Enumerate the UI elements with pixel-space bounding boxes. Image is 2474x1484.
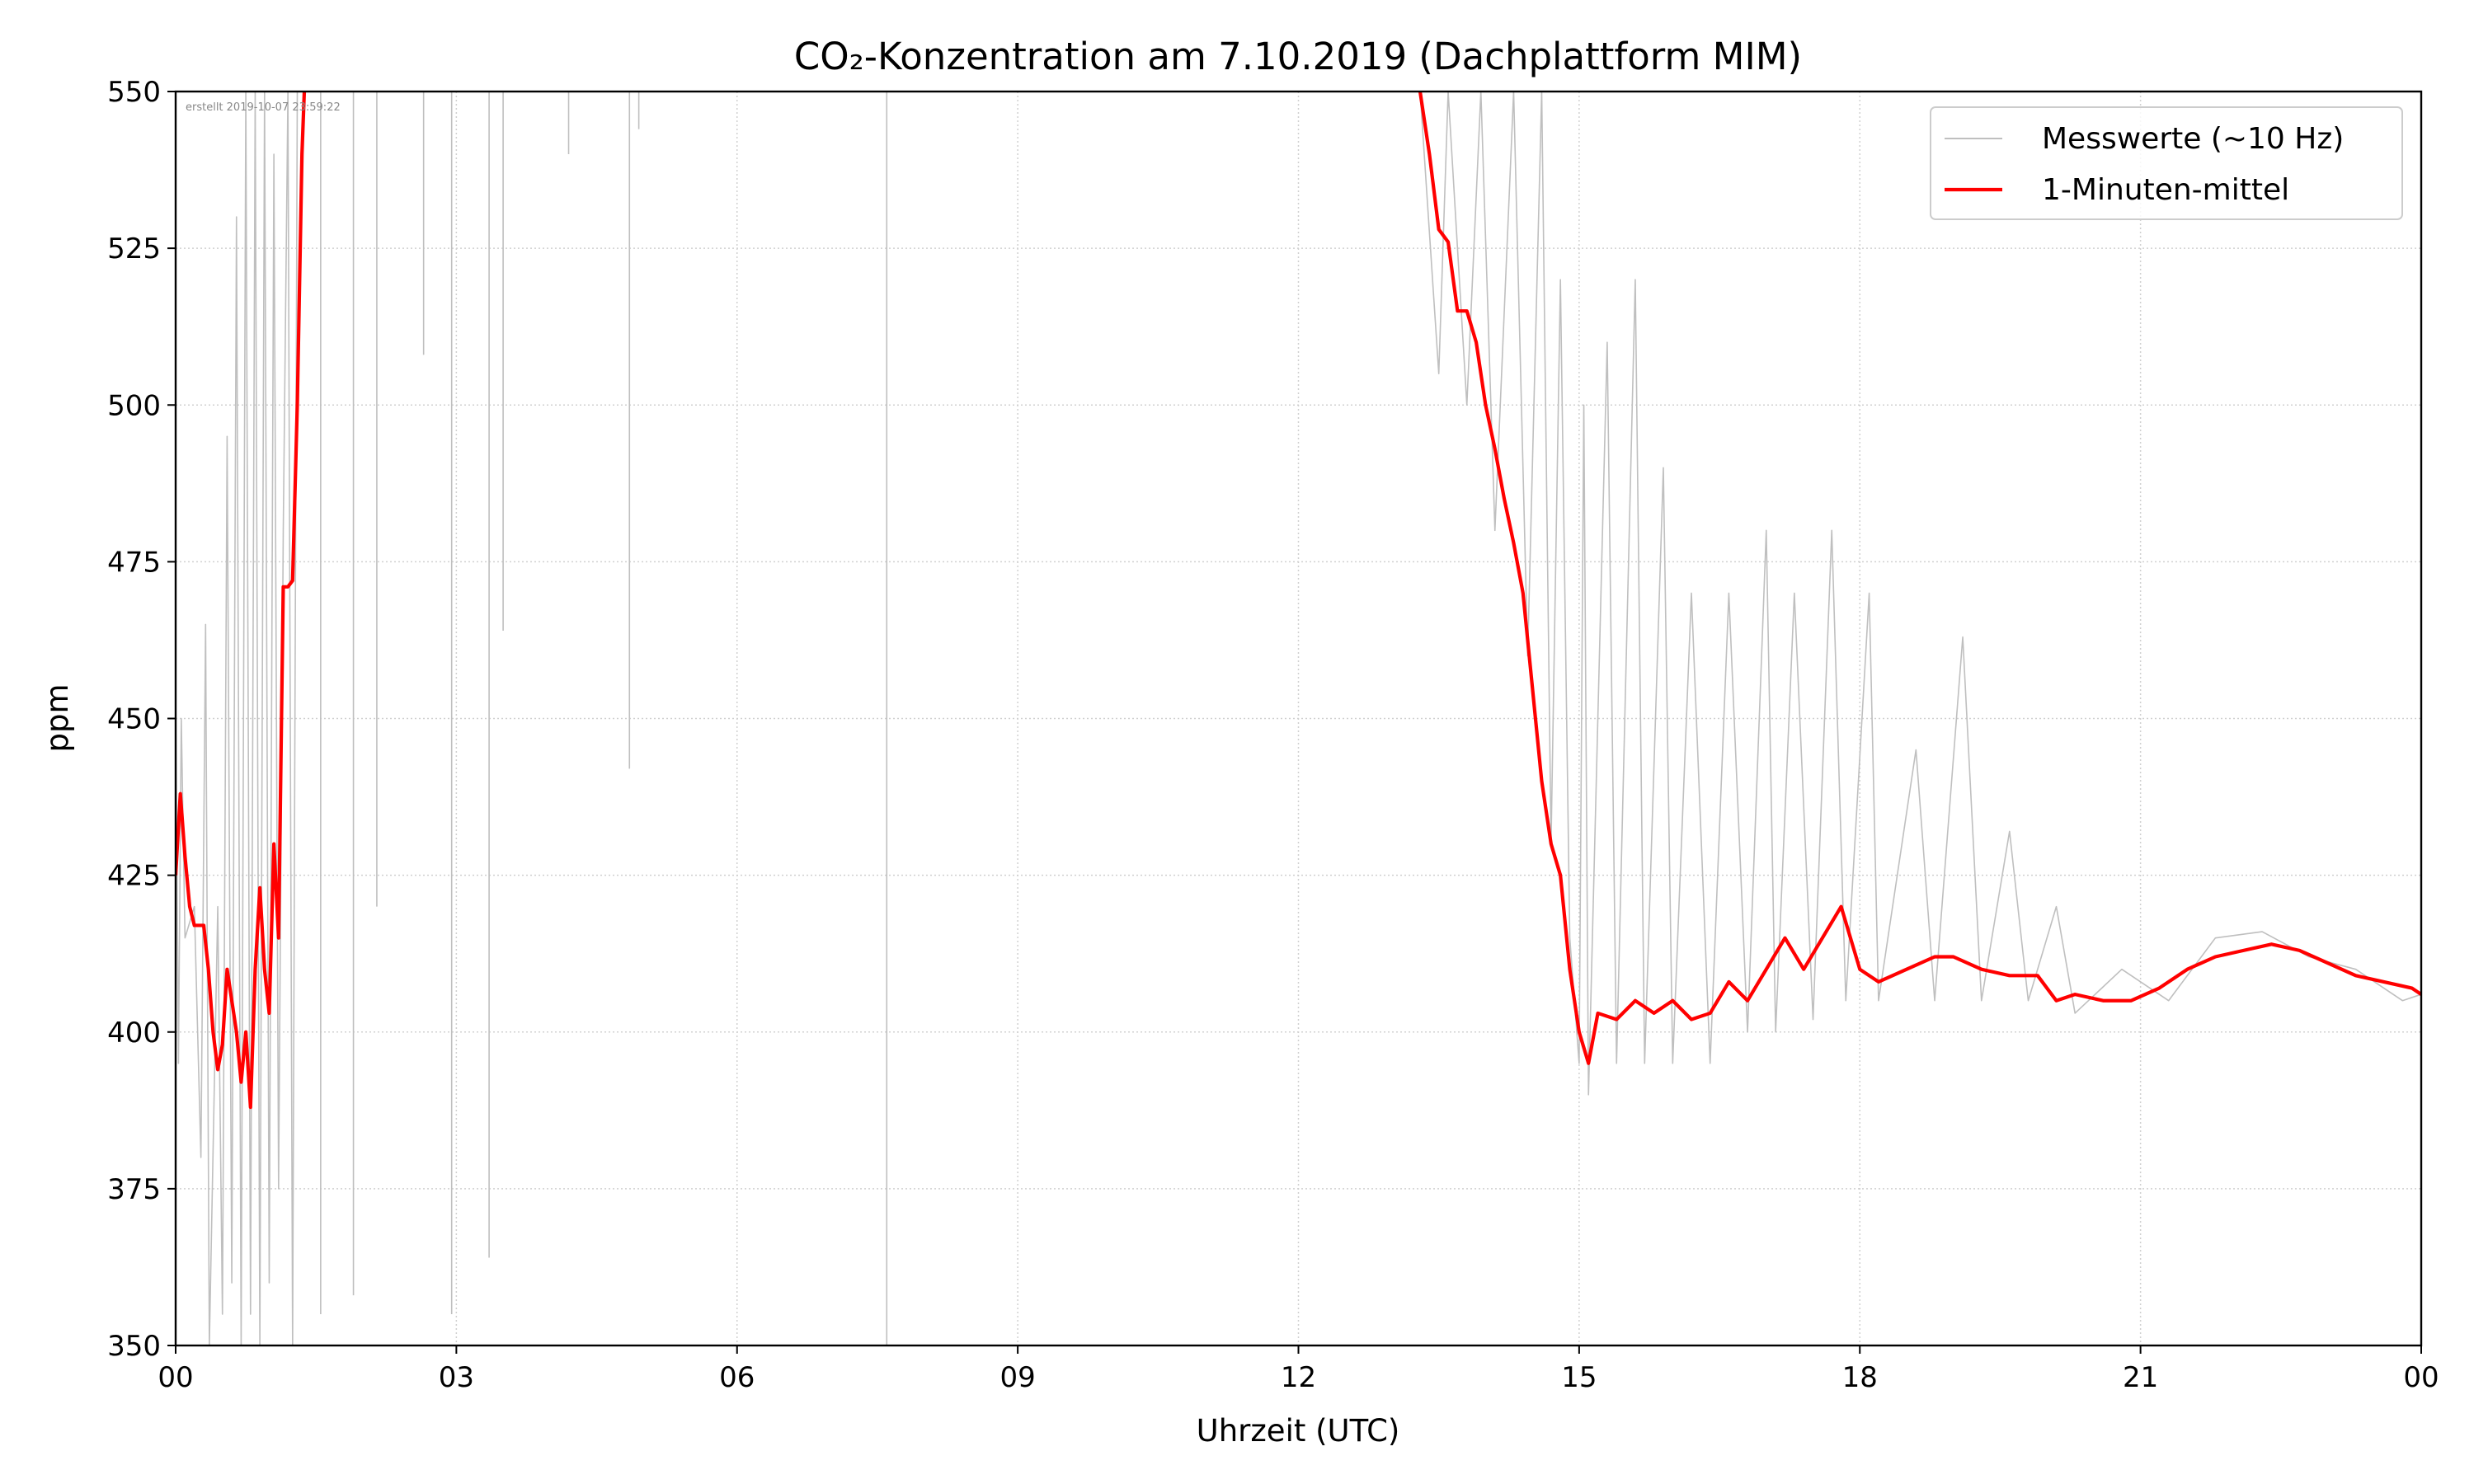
y-tick-label: 450 — [107, 703, 161, 736]
y-tick-label: 525 — [107, 232, 161, 265]
x-tick-label: 21 — [2123, 1361, 2158, 1394]
x-tick-label: 09 — [999, 1361, 1035, 1394]
series-line — [176, 92, 2421, 1110]
x-axis-label: Uhrzeit (UTC) — [1197, 1413, 1400, 1449]
x-tick-label: 15 — [1561, 1361, 1597, 1394]
y-axis-label: ppm — [40, 683, 75, 752]
y-tick-label: 400 — [107, 1017, 161, 1050]
legend-box — [1930, 106, 2403, 220]
y-tick-label: 475 — [107, 546, 161, 579]
x-tick-label: 18 — [1842, 1361, 1878, 1394]
legend: Messwerte (~10 Hz) 1-Minuten-mittel — [1930, 106, 2403, 220]
chart-title: CO₂-Konzentration am 7.10.2019 (Dachplat… — [794, 35, 1802, 78]
y-tick-label: 550 — [107, 76, 161, 109]
x-tick-label: 06 — [719, 1361, 755, 1394]
x-tick-label: 12 — [1281, 1361, 1316, 1394]
x-tick-label: 00 — [2403, 1361, 2439, 1394]
y-tick-label: 425 — [107, 860, 161, 893]
plot-lines — [176, 92, 2421, 1345]
y-tick-label: 375 — [107, 1173, 161, 1206]
grid — [175, 91, 2422, 1346]
ticks: 350 375 400 425 450 475 500 525 550 00 03 06 09 12 15 1… — [107, 76, 2439, 1394]
y-tick-label: 350 — [107, 1330, 161, 1363]
legend-label: 1-Minuten-mittel — [2042, 173, 2289, 207]
x-tick-label: 00 — [158, 1361, 193, 1394]
y-tick-label: 500 — [107, 389, 161, 422]
legend-label: Messwerte (~10 Hz) — [2042, 122, 2344, 156]
x-tick-label: 03 — [439, 1361, 474, 1394]
annotation: erstellt 2019-10-07 23:59:22 — [186, 101, 341, 114]
series-line — [176, 92, 2421, 1345]
